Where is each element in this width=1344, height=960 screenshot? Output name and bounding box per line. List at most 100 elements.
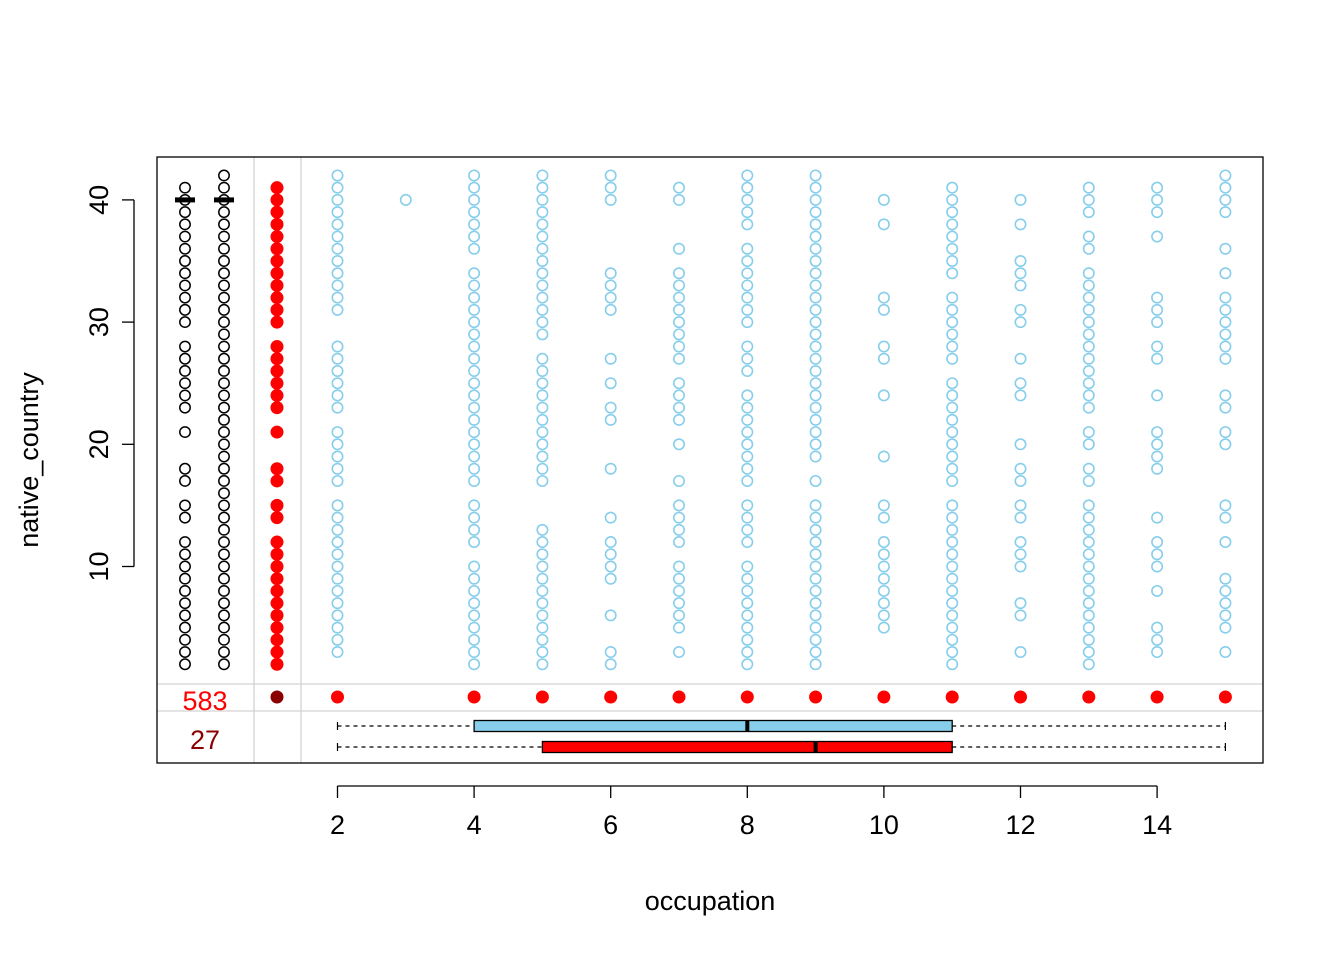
data-point: [877, 499, 890, 512]
data-point: [468, 584, 481, 597]
data-point: [809, 450, 822, 463]
data-point: [331, 169, 344, 182]
data-point: [1082, 633, 1095, 646]
margin-point: [179, 242, 191, 255]
data-point: [1151, 438, 1164, 451]
data-point: [604, 401, 617, 414]
data-point: [809, 352, 822, 365]
missing-count-x: 583: [182, 686, 227, 716]
margin-point: [218, 438, 230, 451]
margin-point: [179, 560, 191, 573]
data-point: [877, 584, 890, 597]
data-point: [1082, 572, 1095, 585]
data-point: [1014, 548, 1027, 561]
data-point: [877, 609, 890, 622]
margin-point: [179, 511, 191, 524]
data-point: [672, 584, 685, 597]
margin-point: [218, 303, 230, 316]
data-point: [877, 291, 890, 304]
data-point: [1014, 218, 1027, 231]
data-point: [331, 426, 344, 439]
data-point: [1014, 597, 1027, 610]
data-point: [946, 572, 959, 585]
data-point: [1014, 462, 1027, 475]
data-point: [331, 377, 344, 390]
data-point: [1014, 511, 1027, 524]
data-point: [468, 193, 481, 206]
data-point: [809, 438, 822, 451]
data-point: [1151, 511, 1164, 524]
data-point: [1082, 438, 1095, 451]
margin-point: [179, 255, 191, 267]
data-point: [604, 646, 617, 659]
data-point: [1219, 169, 1232, 182]
data-point: [741, 438, 754, 451]
data-point: [1082, 206, 1095, 219]
data-point: [672, 438, 685, 451]
data-point: [809, 364, 822, 377]
data-point: [741, 181, 754, 194]
margin-point: [179, 426, 191, 439]
data-point: [809, 181, 822, 194]
data-point: [877, 218, 890, 231]
data-point: [1014, 499, 1027, 512]
margin-point: [179, 340, 191, 353]
data-point: [536, 267, 549, 280]
data-point: [809, 597, 822, 610]
data-point: [468, 206, 481, 219]
data-point: [331, 511, 344, 524]
data-point: [536, 206, 549, 219]
data-point: [536, 181, 549, 194]
data-point: [331, 462, 344, 475]
data-point: [536, 242, 549, 255]
missing-point: [877, 690, 891, 704]
data-point: [1082, 597, 1095, 610]
data-point: [1082, 621, 1095, 634]
missing-point: [1082, 690, 1096, 704]
data-point: [946, 450, 959, 463]
missing-point: [270, 584, 284, 598]
missing-point: [270, 352, 284, 366]
y-tick-label: 30: [84, 307, 114, 337]
data-point: [468, 597, 481, 610]
data-point: [536, 316, 549, 329]
margin-point: [179, 279, 191, 292]
data-point: [331, 536, 344, 549]
data-point: [741, 206, 754, 219]
data-point: [877, 352, 890, 365]
data-point: [331, 621, 344, 634]
data-point: [468, 499, 481, 512]
missing-point: [740, 690, 754, 704]
data-point: [1151, 340, 1164, 353]
data-point: [536, 352, 549, 365]
data-point: [946, 523, 959, 536]
data-point: [946, 584, 959, 597]
missing-point: [270, 401, 284, 415]
data-point: [1082, 426, 1095, 439]
data-point: [1219, 511, 1232, 524]
missing-point: [270, 535, 284, 549]
x-tick-label: 6: [603, 810, 618, 840]
data-point: [741, 536, 754, 549]
data-point: [1082, 523, 1095, 536]
missing-point: [270, 425, 284, 439]
data-point: [809, 633, 822, 646]
data-point: [331, 548, 344, 561]
data-point: [331, 364, 344, 377]
data-point: [741, 267, 754, 280]
missing-point: [270, 217, 284, 231]
data-point: [468, 242, 481, 255]
missing-point: [270, 340, 284, 354]
data-point: [1219, 316, 1232, 329]
data-point: [946, 303, 959, 316]
data-point: [1014, 193, 1027, 206]
margin-point: [179, 316, 191, 329]
data-point: [1219, 499, 1232, 512]
data-point: [809, 328, 822, 341]
data-point: [672, 536, 685, 549]
margin-point: [179, 572, 191, 585]
margin-point: [218, 267, 230, 280]
data-point: [741, 646, 754, 659]
data-point: [468, 267, 481, 280]
